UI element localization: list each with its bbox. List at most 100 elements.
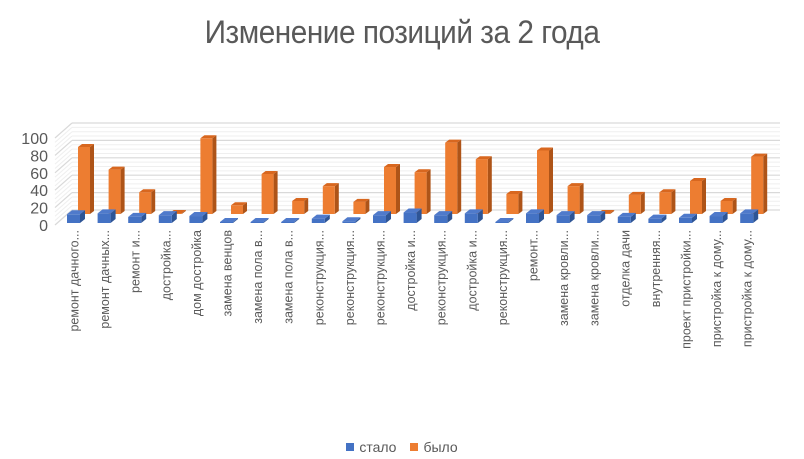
bar-bylo: [414, 169, 431, 214]
legend-label-bylo: было: [423, 439, 458, 455]
bar-bylo: [108, 166, 125, 214]
side-gridline: [54, 148, 73, 165]
bar-bylo: [384, 164, 400, 214]
legend-item-stalo[interactable]: стало: [346, 439, 396, 455]
bar-stalo: [220, 218, 238, 223]
bar-stalo: [495, 218, 514, 223]
y-tick-label: 100: [21, 131, 48, 148]
bar-stalo: [526, 209, 544, 223]
side-gridline: [54, 205, 73, 222]
bar-stalo: [709, 212, 728, 223]
bar-bylo: [292, 197, 309, 214]
series-stalo-bars: [67, 208, 759, 223]
bar-bylo: [231, 202, 247, 214]
side-gridline: [54, 153, 73, 169]
side-gridline: [54, 200, 73, 217]
x-tick-label: реконструкция...: [343, 230, 357, 325]
side-gridline: [54, 166, 73, 182]
x-tick-label: замена кровли...: [588, 230, 602, 326]
x-tick-label: пристройка к дому...: [710, 230, 724, 347]
x-tick-label: замена венцов: [221, 230, 235, 317]
bar-stalo: [434, 211, 453, 223]
side-gridline: [54, 135, 73, 152]
x-tick-label: реконструкция...: [312, 230, 326, 325]
x-tick-label: ремонт...: [527, 230, 541, 281]
side-gridline: [54, 179, 73, 195]
bar-bylo: [261, 170, 278, 214]
side-gridline: [54, 144, 73, 161]
series-bylo-bars: [78, 135, 768, 214]
bar-bylo: [720, 197, 737, 214]
x-tick-label: ремонт дачного...: [68, 230, 82, 332]
x-tick-label: замена пола в...: [251, 230, 265, 324]
y-tick-label: 40: [30, 183, 48, 200]
side-gridline: [54, 174, 73, 191]
side-gridline: [54, 196, 73, 213]
bar-bylo: [567, 183, 584, 214]
chart-title: Изменение позиций за 2 года: [204, 14, 600, 50]
bar-stalo: [373, 211, 391, 223]
bar-bylo: [475, 156, 492, 214]
x-tick-label: замена пола в...: [282, 230, 296, 324]
bar-bylo: [537, 147, 553, 214]
bar-bylo: [690, 177, 706, 214]
bar-bylo: [200, 135, 217, 214]
x-tick-label: внутренняя...: [649, 230, 663, 307]
bar-bylo: [445, 139, 462, 214]
bar-stalo: [250, 218, 269, 223]
side-gridline: [54, 126, 73, 143]
x-tick-label: реконструкция...: [374, 230, 388, 325]
side-gridline: [54, 187, 73, 204]
bar-stalo: [342, 217, 361, 223]
side-gridline: [54, 161, 73, 178]
bar-stalo: [740, 209, 759, 223]
x-tick-label: ремонт дачных...: [98, 230, 112, 329]
x-tick-label: ремонт и...: [129, 230, 143, 293]
bar-stalo: [648, 214, 667, 223]
legend-swatch-stalo: [346, 443, 355, 451]
bar-bylo: [322, 183, 339, 214]
bar-stalo: [128, 212, 147, 223]
bar-stalo: [587, 211, 606, 223]
bar-stalo: [464, 209, 483, 223]
legend-label-stalo: стало: [359, 439, 397, 455]
bar-stalo: [158, 211, 177, 223]
bar-stalo: [403, 208, 422, 223]
bar-stalo: [311, 214, 330, 223]
side-gridline: [54, 122, 73, 139]
x-tick-label: достройка и...: [404, 230, 418, 311]
x-tick-label: отделка дачи: [618, 230, 632, 307]
y-tick-label: 80: [30, 148, 48, 165]
x-tick-label: проект пристройки...: [680, 230, 694, 349]
x-tick-label: реконструкция...: [496, 230, 510, 325]
bar-stalo: [679, 213, 697, 223]
x-tick-label: замена кровли...: [557, 230, 571, 326]
x-tick-label: пристройка к дому...: [741, 230, 755, 347]
x-tick-label: дом достройка: [190, 230, 204, 316]
side-gridline: [54, 131, 73, 148]
side-gridline: [54, 157, 73, 174]
bar-stalo: [97, 209, 116, 223]
x-tick-label: реконструкция...: [435, 230, 449, 325]
x-axis: ремонт дачного... ремонт дачных... ремонт …: [68, 230, 755, 349]
legend-item-bylo[interactable]: было: [410, 439, 458, 455]
side-gridline: [54, 192, 73, 209]
bar-bylo: [139, 189, 156, 214]
bar-bylo: [659, 189, 676, 214]
bar-stalo: [617, 212, 636, 223]
side-gridline: [54, 209, 73, 226]
legend-swatch-bylo: [410, 443, 419, 451]
side-gridline: [54, 170, 73, 187]
bar-stalo: [189, 212, 208, 223]
y-tick-label: 60: [30, 166, 48, 183]
side-gridline: [54, 183, 73, 200]
side-gridline: [54, 139, 73, 156]
bar-stalo: [556, 211, 575, 223]
bar-bylo: [353, 198, 370, 214]
y-tick-label: 0: [39, 218, 48, 235]
y-tick-label: 20: [30, 201, 48, 218]
bar-stalo: [281, 218, 300, 223]
x-tick-label: достройка и...: [465, 230, 479, 311]
